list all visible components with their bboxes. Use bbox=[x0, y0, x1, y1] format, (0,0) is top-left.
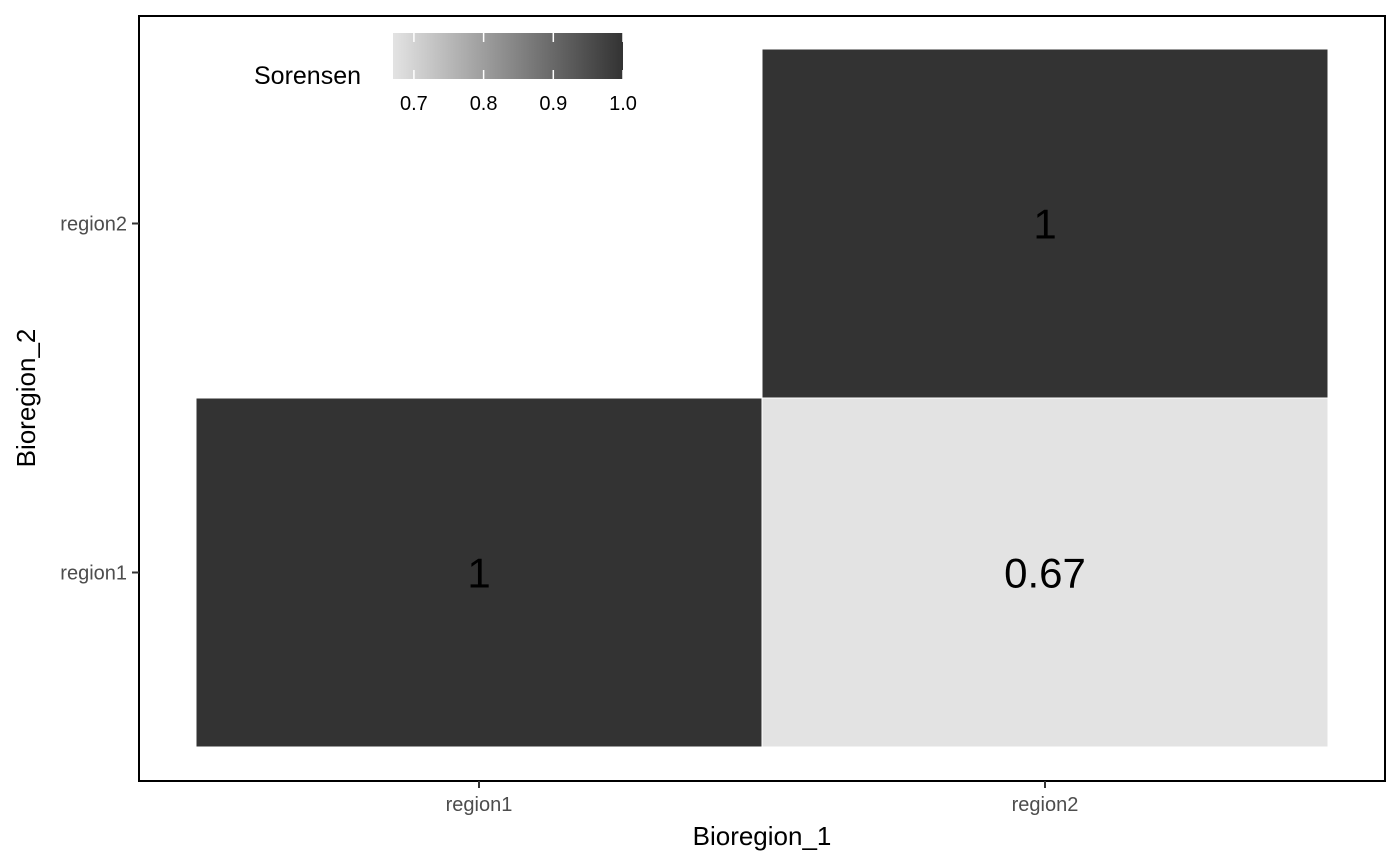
y-tick-label: region2 bbox=[60, 214, 127, 236]
cell-value-label: 1 bbox=[1033, 201, 1056, 248]
legend-ticks: 0.7 0.8 0.9 1.0 bbox=[400, 33, 637, 115]
legend-tick-label: 0.7 bbox=[400, 93, 428, 115]
x-tick-label: region1 bbox=[446, 794, 513, 816]
x-tick-label: region2 bbox=[1012, 794, 1079, 816]
x-axis: region1 region2 bbox=[446, 781, 1079, 816]
y-tick-label: region1 bbox=[60, 563, 127, 585]
legend: Sorensen 0.7 0.8 0.9 1.0 bbox=[254, 33, 637, 115]
y-axis: region1 region2 bbox=[60, 214, 139, 585]
legend-tick-label: 0.9 bbox=[539, 93, 567, 115]
cell-value-label: 0.67 bbox=[1004, 550, 1086, 597]
legend-title: Sorensen bbox=[254, 62, 361, 90]
heatmap-cell-region2-region2 bbox=[761, 48, 1329, 399]
legend-colorbar bbox=[393, 33, 623, 79]
x-axis-title: Bioregion_1 bbox=[693, 821, 832, 851]
cell-value-label: 1 bbox=[467, 550, 490, 597]
legend-tick-label: 0.8 bbox=[470, 93, 498, 115]
heatmap-cell-region1-region1 bbox=[195, 397, 763, 748]
heatmap-cells: 1 0.67 1 bbox=[195, 48, 1329, 748]
y-axis-title: Bioregion_2 bbox=[11, 329, 41, 468]
legend-tick-label: 1.0 bbox=[609, 93, 637, 115]
